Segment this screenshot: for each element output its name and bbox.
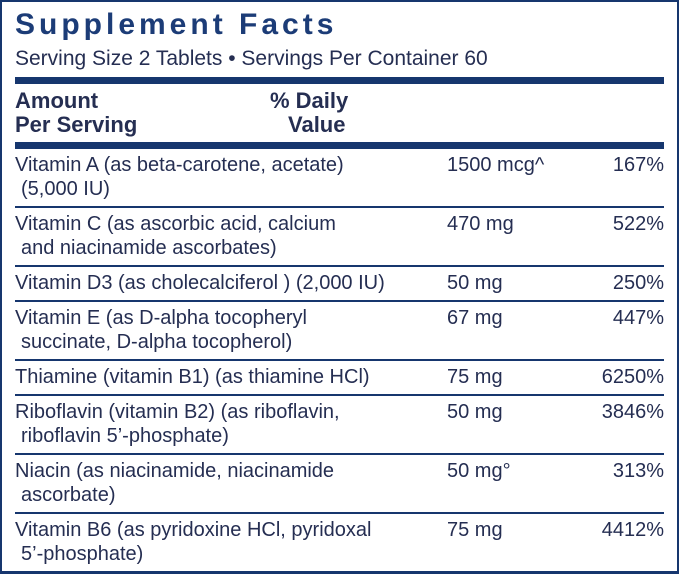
fact-row: Thiamine (vitamin B1) (as thiamine HCl) … xyxy=(15,359,664,394)
nutrient-name-line2: and niacinamide ascorbates) xyxy=(21,237,277,259)
nutrient-name-line1: Vitamin B6 (as pyridoxine HCl, pyridoxal xyxy=(15,519,372,541)
facts-rows: Vitamin A (as beta-carotene, acetate) (5… xyxy=(15,149,664,571)
daily-value-header: % Daily Value xyxy=(270,89,348,137)
daily-value-header-line2: Value xyxy=(288,112,346,137)
nutrient-name-line1: Vitamin C (as ascorbic acid, calcium xyxy=(15,213,336,235)
nutrient-name-line1: Vitamin D3 (as cholecalciferol ) (2,000 … xyxy=(15,272,385,294)
nutrient-daily-value: 447% xyxy=(612,307,664,329)
nutrient-name-line1: Niacin (as niacinamide, niacinamide xyxy=(15,460,335,482)
nutrient-amount: 50 mg xyxy=(447,401,503,423)
nutrient-daily-value: 313% xyxy=(612,460,664,482)
nutrient-name: Vitamin C (as ascorbic acid, calcium and… xyxy=(15,212,447,260)
nutrient-name-line2: riboflavin 5’-phosphate) xyxy=(21,425,229,447)
nutrient-amount: 50 mg xyxy=(447,272,503,294)
nutrient-name: Vitamin A (as beta-carotene, acetate) (5… xyxy=(15,153,447,201)
nutrient-name-line1: Vitamin A (as beta-carotene, acetate) xyxy=(15,154,344,176)
nutrient-daily-value: 3846% xyxy=(601,401,664,423)
fact-row: Vitamin D3 (as cholecalciferol ) (2,000 … xyxy=(15,265,664,300)
nutrient-name-line1: Thiamine (vitamin B1) (as thiamine HCl) xyxy=(15,366,370,388)
nutrient-name: Niacin (as niacinamide, niacinamide asco… xyxy=(15,459,447,507)
nutrient-name: Vitamin B6 (as pyridoxine HCl, pyridoxal… xyxy=(15,518,447,566)
nutrient-amount: 67 mg xyxy=(447,307,503,329)
nutrient-amount: 50 mg° xyxy=(447,460,511,482)
amount-header-line1: Amount xyxy=(15,88,99,113)
nutrient-name-line2: 5’-phosphate) xyxy=(21,543,144,565)
nutrient-amount: 1500 mcg^ xyxy=(447,154,545,176)
nutrient-daily-value: 167% xyxy=(612,154,664,176)
fact-row: Vitamin B6 (as pyridoxine HCl, pyridoxal… xyxy=(15,512,664,571)
nutrient-name-line2: ascorbate) xyxy=(21,484,116,506)
column-headers: Amount Per Serving % Daily Value xyxy=(15,84,664,142)
amount-per-serving-header: Amount Per Serving xyxy=(15,89,664,137)
nutrient-name-line1: Vitamin E (as D-alpha tocopheryl xyxy=(15,307,307,329)
nutrient-daily-value: 6250% xyxy=(601,366,664,388)
panel-title: Supplement Facts xyxy=(15,8,338,41)
nutrient-name: Thiamine (vitamin B1) (as thiamine HCl) xyxy=(15,365,447,389)
nutrient-name-line2: succinate, D-alpha tocopherol) xyxy=(21,331,293,353)
fact-row: Niacin (as niacinamide, niacinamide asco… xyxy=(15,453,664,512)
nutrient-daily-value: 250% xyxy=(612,272,664,294)
nutrient-name: Vitamin D3 (as cholecalciferol ) (2,000 … xyxy=(15,271,447,295)
nutrient-name: Riboflavin (vitamin B2) (as riboflavin, … xyxy=(15,400,447,448)
nutrient-amount: 470 mg xyxy=(447,213,514,235)
amount-header-line2: Per Serving xyxy=(15,112,138,137)
thick-rule-mid xyxy=(15,142,664,149)
fact-row: Vitamin E (as D-alpha tocopheryl succina… xyxy=(15,300,664,359)
nutrient-name-line2: (5,000 IU) xyxy=(21,178,110,200)
fact-row: Vitamin C (as ascorbic acid, calcium and… xyxy=(15,206,664,265)
nutrient-amount: 75 mg xyxy=(447,366,503,388)
nutrient-name: Vitamin E (as D-alpha tocopheryl succina… xyxy=(15,306,447,354)
nutrient-daily-value: 522% xyxy=(612,213,664,235)
daily-value-header-line1: % Daily xyxy=(270,88,349,113)
fact-row: Vitamin A (as beta-carotene, acetate) (5… xyxy=(15,149,664,206)
nutrient-name-line1: Riboflavin (vitamin B2) (as riboflavin, xyxy=(15,401,340,423)
nutrient-amount: 75 mg xyxy=(447,519,503,541)
thick-rule-top xyxy=(15,77,664,84)
nutrient-daily-value: 4412% xyxy=(601,519,664,541)
fact-row: Riboflavin (vitamin B2) (as riboflavin, … xyxy=(15,394,664,453)
serving-info: Serving Size 2 Tablets • Servings Per Co… xyxy=(15,47,488,70)
